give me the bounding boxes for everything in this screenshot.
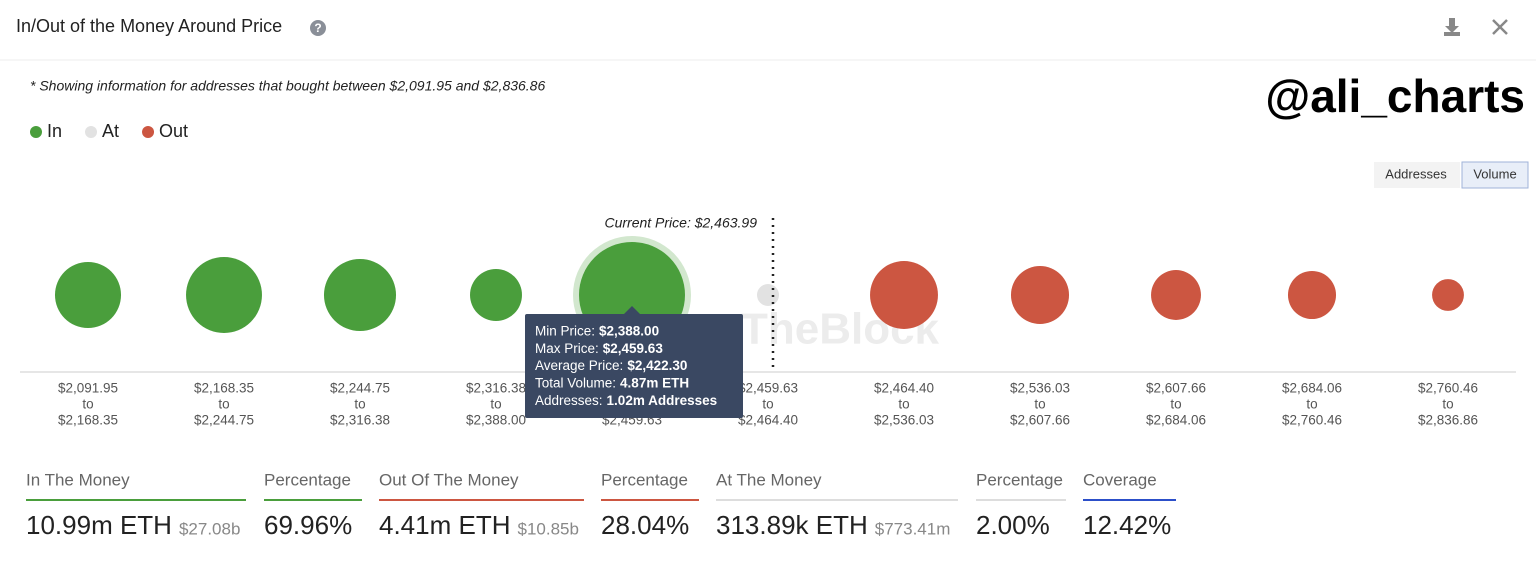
- handle: @ali_charts: [1265, 70, 1525, 122]
- note: * Showing information for addresses that…: [30, 78, 545, 94]
- x-tick-label: $2,760.46: [1418, 381, 1478, 396]
- tooltip-value: $2,422.30: [627, 358, 687, 373]
- summary-value: 12.42%: [1083, 510, 1171, 540]
- x-tick-separator: to: [1170, 397, 1181, 412]
- x-tick-label: $2,316.38: [466, 381, 526, 396]
- bubble: [470, 269, 522, 321]
- summary-label: At The Money: [716, 470, 822, 489]
- tooltip-label: Addresses:: [535, 393, 603, 408]
- legend-label: At: [102, 121, 119, 141]
- summary-value: 2.00%: [976, 510, 1050, 540]
- x-tick-label: $2,244.75: [194, 413, 254, 428]
- toggle-button[interactable]: [1461, 161, 1529, 189]
- x-tick-label: $2,464.40: [874, 381, 934, 396]
- x-tick-label: $2,316.38: [330, 413, 390, 428]
- x-tick-label: $2,536.03: [1010, 381, 1070, 396]
- x-tick-label: $2,091.95: [58, 381, 118, 396]
- download-icon[interactable]: [1444, 18, 1460, 36]
- toggle-label[interactable]: Volume: [1473, 166, 1516, 181]
- tooltip-value: $2,388.00: [599, 324, 659, 339]
- summary-value: 313.89k ETH: [716, 510, 868, 540]
- bubble: [1432, 279, 1464, 311]
- legend-dot: [85, 126, 98, 138]
- current-price-label: Current Price: $2,463.99: [604, 215, 757, 231]
- x-tick-label: $2,684.06: [1146, 413, 1206, 428]
- x-tick-label: $2,244.75: [330, 381, 390, 396]
- summary-label: In The Money: [26, 470, 130, 489]
- tooltip-label: Average Price:: [535, 358, 623, 373]
- tooltip-label: Min Price:: [535, 324, 595, 339]
- expand-icon[interactable]: [1492, 19, 1508, 35]
- x-tick-label: $2,459.63: [738, 381, 798, 396]
- x-tick-label: $2,168.35: [58, 413, 118, 428]
- tooltip-value: $2,459.63: [603, 341, 664, 356]
- x-tick-separator: to: [82, 397, 93, 412]
- x-tick-label: $2,168.35: [194, 381, 254, 396]
- x-tick-separator: to: [218, 397, 229, 412]
- tooltip-arrow: [624, 306, 640, 314]
- x-tick-separator: to: [1034, 397, 1045, 412]
- x-tick-separator: to: [1442, 397, 1453, 412]
- x-tick-label: $2,536.03: [874, 413, 934, 428]
- title: In/Out of the Money Around Price: [16, 16, 282, 36]
- x-tick-label: $2,836.86: [1418, 413, 1478, 428]
- tooltip-value: 4.87m ETH: [620, 375, 689, 390]
- summary-value: 69.96%: [264, 510, 352, 540]
- x-tick-separator: to: [490, 397, 501, 412]
- x-tick-label: $2,388.00: [466, 413, 526, 428]
- legend-label: Out: [159, 121, 188, 141]
- bubble: [756, 283, 780, 307]
- summary-label: Out Of The Money: [379, 470, 519, 489]
- summary-label: Percentage: [976, 470, 1063, 489]
- tooltip-value: 1.02m Addresses: [607, 393, 718, 408]
- summary-value: 4.41m ETH: [379, 510, 511, 540]
- x-tick-separator: to: [762, 397, 773, 412]
- summary-sub: $10.85b: [518, 519, 579, 538]
- toggle-bg: [1374, 162, 1460, 188]
- bubble: [870, 261, 938, 329]
- summary-label: Coverage: [1083, 470, 1157, 489]
- x-tick-label: $2,464.40: [738, 413, 798, 428]
- x-tick-label: $2,607.66: [1146, 381, 1206, 396]
- bubble: [186, 257, 262, 333]
- bubble: [1287, 270, 1337, 320]
- summary-label: Percentage: [264, 470, 351, 489]
- x-tick-separator: to: [898, 397, 909, 412]
- svg-text:?: ?: [314, 21, 321, 35]
- summary-value: 28.04%: [601, 510, 689, 540]
- toggle-label[interactable]: Addresses: [1385, 166, 1447, 181]
- tooltip-label: Total Volume:: [535, 375, 616, 390]
- legend-label: In: [47, 121, 62, 141]
- bubble: [323, 258, 397, 332]
- tooltip-label: Max Price:: [535, 341, 599, 356]
- bubble: [54, 261, 122, 329]
- tooltip-box: [525, 314, 743, 418]
- summary-sub: $27.08b: [179, 519, 240, 538]
- x-tick-label: $2,607.66: [1010, 413, 1070, 428]
- summary-label: Percentage: [601, 470, 688, 489]
- help-icon[interactable]: ?: [310, 20, 326, 36]
- bubble: [1010, 265, 1070, 325]
- legend-dot: [30, 126, 42, 138]
- x-tick-label: $2,684.06: [1282, 381, 1342, 396]
- x-tick-separator: to: [1306, 397, 1317, 412]
- summary-sub: $773.41m: [875, 519, 951, 538]
- x-tick-label: $2,760.46: [1282, 413, 1342, 428]
- bubble: [1151, 270, 1201, 320]
- summary-value: 10.99m ETH: [26, 510, 172, 540]
- legend-dot: [142, 126, 155, 138]
- x-tick-separator: to: [354, 397, 365, 412]
